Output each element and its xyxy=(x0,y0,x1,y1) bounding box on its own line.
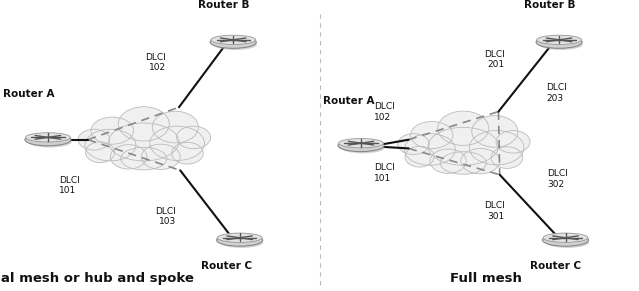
Text: DLCI
302: DLCI 302 xyxy=(548,169,568,189)
Ellipse shape xyxy=(210,36,256,48)
Ellipse shape xyxy=(428,127,498,165)
Ellipse shape xyxy=(141,144,180,169)
Ellipse shape xyxy=(461,148,500,174)
Text: Router A: Router A xyxy=(323,96,374,106)
Ellipse shape xyxy=(410,122,453,148)
Ellipse shape xyxy=(546,237,589,248)
Ellipse shape xyxy=(543,233,588,242)
Ellipse shape xyxy=(472,116,518,147)
Text: DLCI
101: DLCI 101 xyxy=(59,176,80,196)
Ellipse shape xyxy=(211,35,256,45)
Ellipse shape xyxy=(217,234,263,246)
Ellipse shape xyxy=(404,134,456,165)
Text: Router A: Router A xyxy=(3,89,55,99)
Ellipse shape xyxy=(438,111,489,146)
Ellipse shape xyxy=(339,139,383,148)
Ellipse shape xyxy=(176,126,211,149)
Ellipse shape xyxy=(152,111,198,143)
Text: Router B: Router B xyxy=(524,0,576,10)
Ellipse shape xyxy=(150,126,204,160)
Ellipse shape xyxy=(338,139,384,152)
Text: DLCI
201: DLCI 201 xyxy=(484,50,505,69)
Ellipse shape xyxy=(536,36,582,48)
Text: DLCI
203: DLCI 203 xyxy=(546,84,567,103)
Ellipse shape xyxy=(491,147,523,168)
Ellipse shape xyxy=(537,35,581,45)
Text: DLCI
102: DLCI 102 xyxy=(146,53,166,72)
Text: Router C: Router C xyxy=(530,261,581,271)
Text: DLCI
103: DLCI 103 xyxy=(155,207,176,226)
Text: DLCI
301: DLCI 301 xyxy=(484,201,505,221)
Ellipse shape xyxy=(109,123,179,161)
Text: DLCI
101: DLCI 101 xyxy=(374,164,394,183)
Ellipse shape xyxy=(397,134,429,155)
Ellipse shape xyxy=(217,233,262,242)
Ellipse shape xyxy=(440,152,486,174)
Ellipse shape xyxy=(26,133,70,142)
Ellipse shape xyxy=(220,237,263,248)
Ellipse shape xyxy=(469,130,524,165)
Ellipse shape xyxy=(111,145,147,169)
Ellipse shape xyxy=(405,146,434,167)
Ellipse shape xyxy=(85,129,136,161)
Ellipse shape xyxy=(172,142,203,164)
Ellipse shape xyxy=(91,117,134,144)
Text: Full mesh: Full mesh xyxy=(450,272,521,285)
Ellipse shape xyxy=(78,129,110,150)
Text: Partial mesh or hub and spoke: Partial mesh or hub and spoke xyxy=(0,272,194,285)
Text: Router B: Router B xyxy=(198,0,250,10)
Ellipse shape xyxy=(121,147,167,170)
Ellipse shape xyxy=(25,134,71,146)
Ellipse shape xyxy=(543,234,589,246)
Text: Router C: Router C xyxy=(201,261,252,271)
Text: DLCI
102: DLCI 102 xyxy=(374,102,394,122)
Ellipse shape xyxy=(430,149,466,173)
Ellipse shape xyxy=(118,107,169,141)
Ellipse shape xyxy=(341,142,385,153)
Ellipse shape xyxy=(213,39,257,50)
Ellipse shape xyxy=(86,142,114,163)
Ellipse shape xyxy=(28,136,72,148)
Ellipse shape xyxy=(539,39,583,50)
Ellipse shape xyxy=(496,130,530,153)
